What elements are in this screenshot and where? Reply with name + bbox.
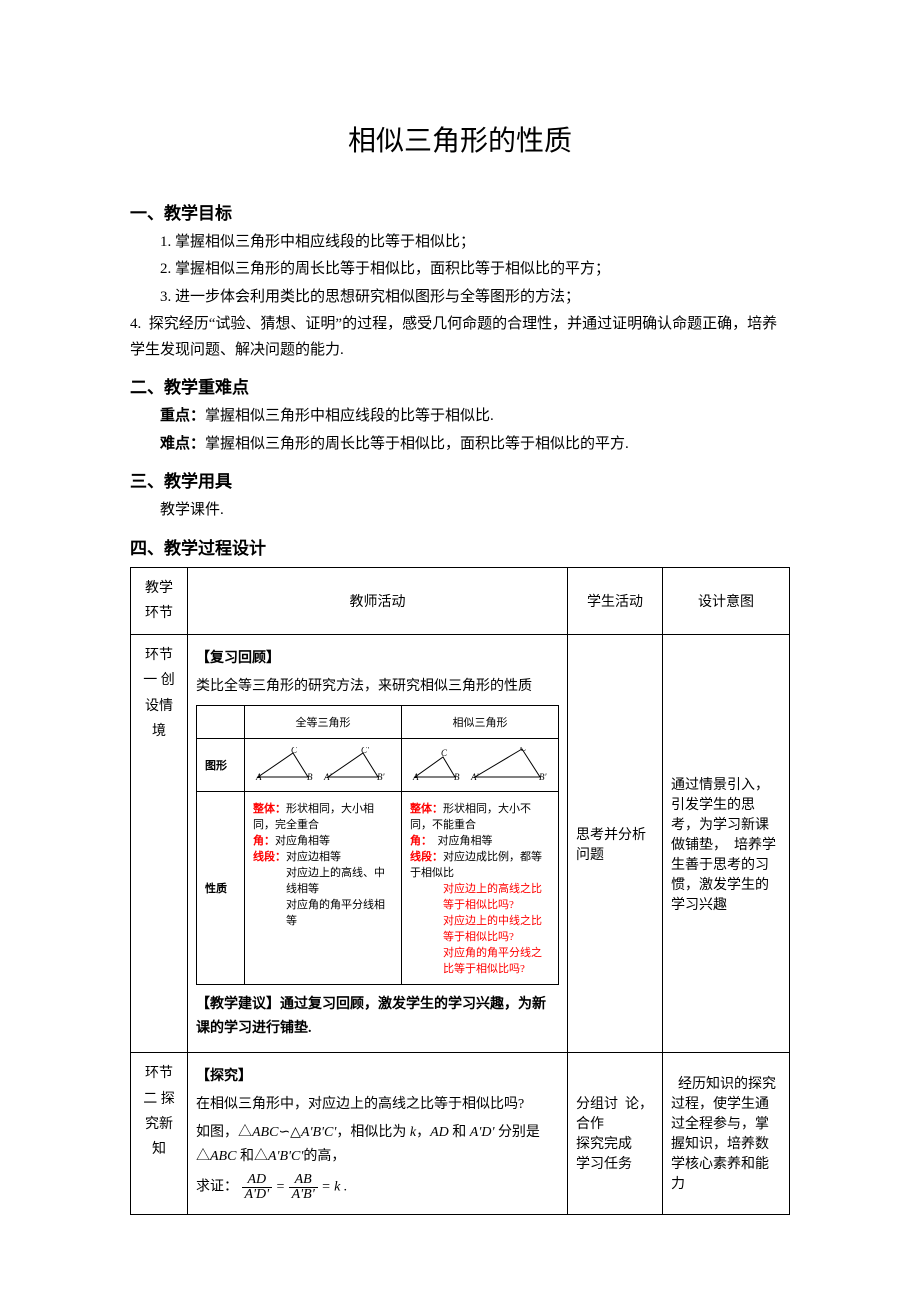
document-page: 相似三角形的性质 一、教学目标 1. 掌握相似三角形中相应线段的比等于相似比； … [0,0,920,1275]
goal-4-prefix: 4. [130,316,149,332]
comparison-table: 全等三角形 相似三角形 图形 A B C A' [196,705,559,985]
table-row: 环节一 创设情境 【复习回顾】 类比全等三角形的研究方法，来研究相似三角形的性质… [131,635,790,1053]
table-row: 环节二 探究新知 【探究】 在相似三角形中，对应边上的高线之比等于相似比吗? 如… [131,1053,790,1214]
fraction-2: AB A'B' [289,1173,318,1202]
th-student-activity: 学生活动 [568,567,663,634]
svg-text:B': B' [377,772,385,782]
key-point: 重点：掌握相似三角形中相应线段的比等于相似比. [130,404,790,430]
goal-4-text: 探究经历“试验、猜想、证明”的过程，感受几何命题的合理性，并通过证明确认命题正确… [130,316,777,358]
key-text: 掌握相似三角形中相应线段的比等于相似比. [205,408,494,424]
similar-props: 整体：形状相同，大小不同，不能重合 角：对应角相等 线段：对应边成比例，都等于相… [402,791,559,984]
inner-col-a: 全等三角形 [245,705,402,738]
teaching-tools: 教学课件. [130,498,790,524]
th-phase: 教学环节 [131,567,188,634]
section-2-header: 二、教学重难点 [130,373,790,398]
goal-4: 4. 探究经历“试验、猜想、证明”的过程，感受几何命题的合理性，并通过证明确认命… [130,312,790,363]
page-title: 相似三角形的性质 [130,119,790,159]
phase-2-intent: 经历知识的探究过程，使学生通过全程参与，掌握知识，培养数学核心素养和能力 [663,1053,790,1214]
prove-line: 求证： AD A'D' = AB A'B' = k . [196,1173,559,1202]
review-heading: 【复习回顾】 [196,651,280,666]
svg-text:A: A [412,772,419,782]
explore-given: 如图，△ABC∽△A'B'C'，相似比为 k，AD 和 A'D' 分别是△ABC… [196,1121,559,1169]
review-text: 类比全等三角形的研究方法，来研究相似三角形的性质 [196,675,559,699]
congruent-triangles-icon: A B C A' B' C' [253,747,393,783]
phase-2-activity: 【探究】 在相似三角形中，对应边上的高线之比等于相似比吗? 如图，△ABC∽△A… [188,1053,568,1214]
teaching-advice: 【教学建议】通过复习回顾，激发学生的学习兴趣，为新课的学习进行铺垫. [196,993,559,1041]
advice-label: 【教学建议】 [196,997,280,1012]
svg-text:B: B [307,772,313,782]
th-teacher-activity: 教师活动 [188,567,568,634]
similar-shape-cell: A B C A' B' C' [402,738,559,791]
svg-text:C': C' [361,747,370,755]
section-3-header: 三、教学用具 [130,467,790,492]
svg-text:C: C [291,747,298,755]
congruent-props: 整体：形状相同，大小相同，完全重合 角：对应角相等 线段：对应边相等 对应边上的… [245,791,402,984]
key-label: 重点： [160,408,205,424]
diff-label: 难点： [160,436,205,452]
phase-1-activity: 【复习回顾】 类比全等三角形的研究方法，来研究相似三角形的性质 全等三角形 相似… [188,635,568,1053]
lesson-table: 教学环节 教师活动 学生活动 设计意图 环节一 创设情境 【复习回顾】 类比全等… [130,567,790,1215]
section-1-header: 一、教学目标 [130,199,790,224]
goal-2: 2. 掌握相似三角形的周长比等于相似比，面积比等于相似比的平方； [130,257,790,283]
phase-2-label: 环节二 探究新知 [131,1053,188,1214]
svg-text:C': C' [520,747,529,753]
goal-3: 3. 进一步体会利用类比的思想研究相似图形与全等图形的方法； [130,285,790,311]
svg-text:B: B [454,772,460,782]
inner-row-shape: 图形 [197,738,245,791]
explore-q: 在相似三角形中，对应边上的高线之比等于相似比吗? [196,1093,559,1117]
svg-text:A: A [255,772,262,782]
phase-2-student: 分组讨 论，合作 探究完成 学习任务 [568,1053,663,1214]
difficulty-point: 难点：掌握相似三角形的周长比等于相似比，面积比等于相似比的平方. [130,432,790,458]
svg-text:C: C [441,748,448,758]
explore-heading: 【探究】 [196,1069,252,1084]
fraction-1: AD A'D' [242,1173,273,1202]
table-header-row: 教学环节 教师活动 学生活动 设计意图 [131,567,790,634]
inner-blank [197,705,245,738]
inner-col-b: 相似三角形 [402,705,559,738]
svg-text:A': A' [470,772,479,782]
svg-text:B': B' [539,772,547,782]
goal-1: 1. 掌握相似三角形中相应线段的比等于相似比； [130,230,790,256]
phase-1-intent: 通过情景引入，引发学生的思考，为学习新课做铺垫， 培养学生善于思考的习惯，激发学… [663,635,790,1053]
inner-row-prop: 性质 [197,791,245,984]
diff-text: 掌握相似三角形的周长比等于相似比，面积比等于相似比的平方. [205,436,629,452]
th-design-intent: 设计意图 [663,567,790,634]
svg-text:A': A' [323,772,332,782]
phase-1-label: 环节一 创设情境 [131,635,188,1053]
similar-triangles-icon: A B C A' B' C' [410,747,550,783]
section-4-header: 四、教学过程设计 [130,534,790,559]
congruent-shape-cell: A B C A' B' C' [245,738,402,791]
phase-1-student: 思考并分析问题 [568,635,663,1053]
